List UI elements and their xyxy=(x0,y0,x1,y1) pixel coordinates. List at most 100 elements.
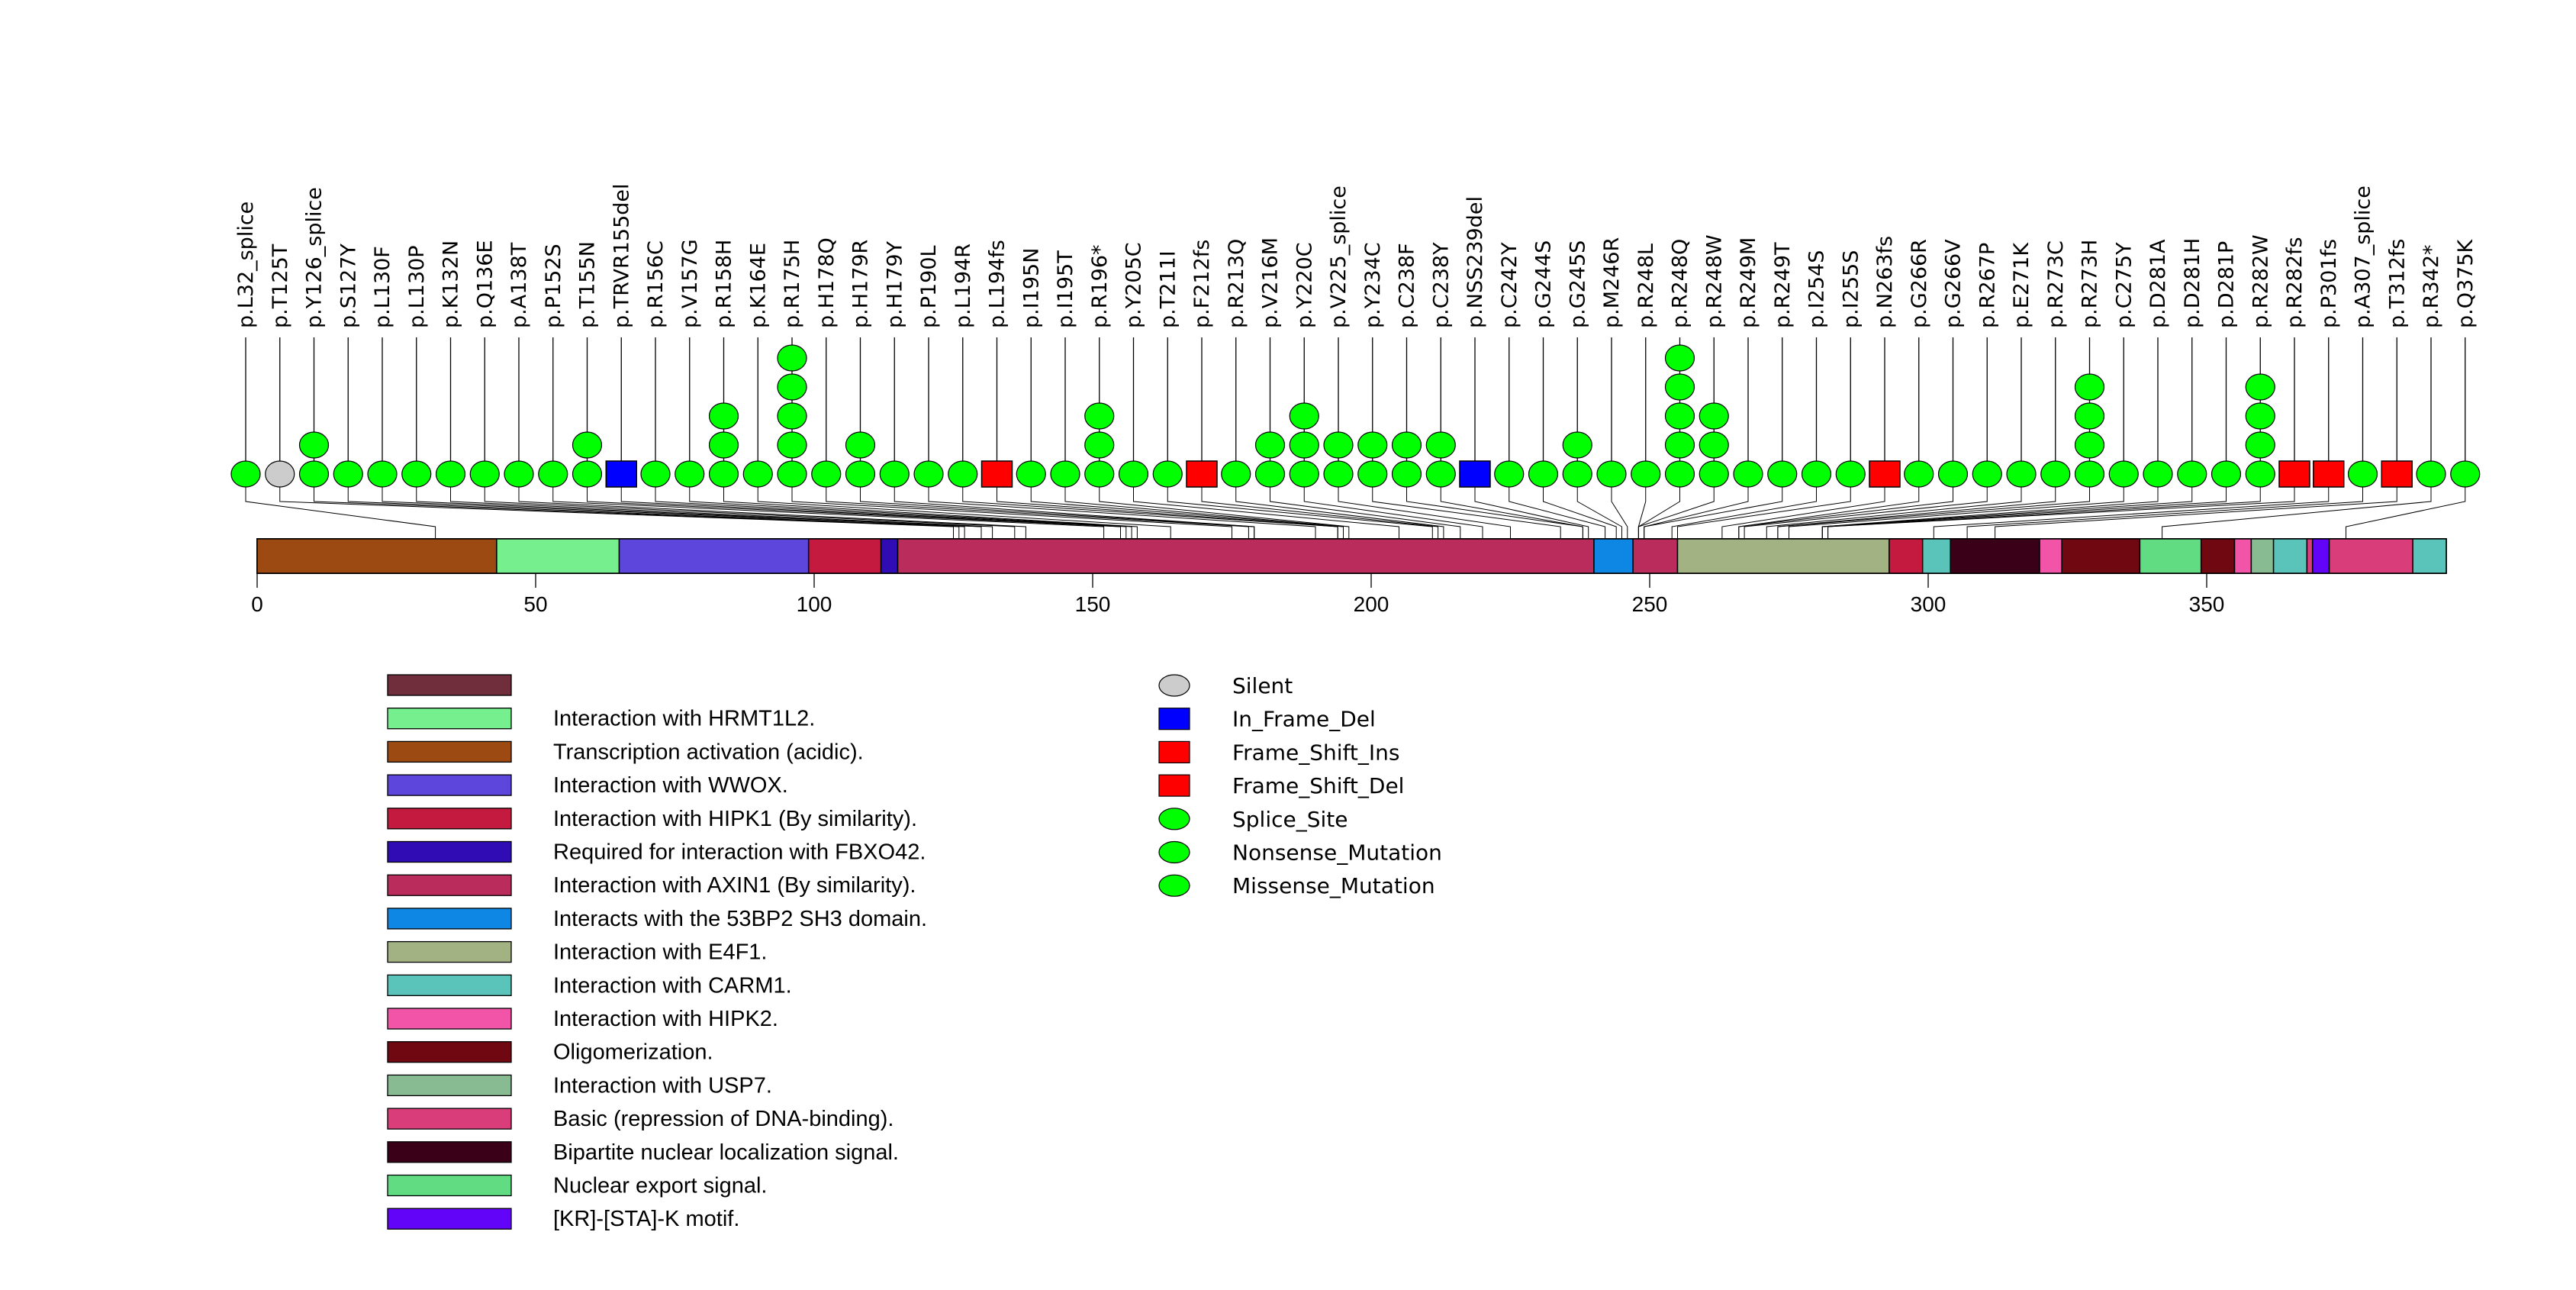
connector-line xyxy=(1235,487,1444,539)
connector-line xyxy=(279,487,954,539)
mutation-marker xyxy=(708,460,739,488)
mutation-label: p.R213Q xyxy=(1225,239,1248,328)
mutation-marker xyxy=(1664,402,1695,430)
domain-segment xyxy=(2250,538,2275,574)
mutation-marker xyxy=(572,460,603,488)
legend-label: Nuclear export signal. xyxy=(553,1174,767,1198)
mutation-label: p.Y234C xyxy=(1361,242,1385,328)
mutation-marker xyxy=(777,431,807,459)
mutation-marker xyxy=(1357,431,1388,459)
domain-segment xyxy=(2311,538,2330,574)
mutation-marker xyxy=(2211,460,2242,488)
legend-label: Transcription activation (acidic). xyxy=(553,740,864,764)
connector-line xyxy=(1270,487,1461,539)
legend-swatch xyxy=(387,708,512,730)
connector-line xyxy=(1766,487,2022,539)
mutation-label: p.C242Y xyxy=(1498,242,1521,328)
mutation-marker xyxy=(2245,460,2275,488)
protein-bar xyxy=(256,538,2447,574)
connector-line xyxy=(1201,487,1439,539)
legend-swatch xyxy=(387,1041,512,1063)
mutation-label: p.R342* xyxy=(2420,244,2443,328)
legend-marker xyxy=(1158,808,1190,830)
x-tick-label: 100 xyxy=(797,592,832,616)
mutation-marker xyxy=(708,402,739,430)
mutation-marker xyxy=(605,460,637,488)
connector-line xyxy=(484,487,1016,539)
legend-label: Interaction with WWOX. xyxy=(553,773,788,798)
mutation-label: p.H179R xyxy=(849,240,873,328)
mutation-marker xyxy=(1733,460,1763,488)
connector-lines xyxy=(245,487,2466,539)
legend-label: Frame_Shift_Ins xyxy=(1232,740,1399,765)
mutation-label: p.V216M xyxy=(1259,237,1283,328)
mutation-marker xyxy=(1699,402,1729,430)
legend-label: Interaction with HIPK1 (By similarity). xyxy=(553,807,917,831)
legend-marker xyxy=(1158,840,1190,864)
legend-label: Interaction with HRMT1L2. xyxy=(553,707,815,731)
connector-line xyxy=(450,487,993,539)
mutation-marker xyxy=(1391,431,1422,459)
mutation-marker xyxy=(2450,460,2481,488)
mutation-label: p.R249M xyxy=(1737,237,1760,328)
domain-segment xyxy=(618,538,810,574)
mutation-marker xyxy=(401,460,432,488)
connector-line xyxy=(1744,487,1988,539)
mutation-marker xyxy=(1835,460,1866,488)
domain-segment xyxy=(2306,538,2314,574)
mutation-marker xyxy=(2108,460,2139,488)
mutation-marker xyxy=(1699,431,1729,459)
connector-line xyxy=(1789,487,2124,539)
connector-line xyxy=(347,487,965,539)
mutation-marker xyxy=(1699,460,1729,488)
legend-swatch xyxy=(387,840,512,863)
legend-label: Basic (repression of DNA-binding). xyxy=(553,1107,894,1131)
connector-line xyxy=(1474,487,1589,539)
mutation-marker xyxy=(948,460,978,488)
connector-line xyxy=(1099,487,1350,539)
connector-line xyxy=(1777,487,2056,539)
mutation-marker xyxy=(2278,460,2310,488)
legend-label: Interaction with AXIN1 (By similarity). xyxy=(553,873,916,898)
connector-line xyxy=(1576,487,1622,539)
mutation-marker xyxy=(1664,373,1695,401)
connector-line xyxy=(1933,487,2330,539)
mutation-label: p.P152S xyxy=(542,243,565,328)
mutation-label: p.R282W xyxy=(2249,234,2272,328)
connector-line xyxy=(416,487,982,539)
domain-segment xyxy=(2139,538,2202,574)
x-tick-label: 150 xyxy=(1075,592,1111,616)
mutation-marker xyxy=(2040,460,2071,488)
connector-line xyxy=(1372,487,1561,539)
connector-line xyxy=(1440,487,1583,539)
connector-line xyxy=(1637,487,1647,539)
connector-line xyxy=(1133,487,1399,539)
mutation-label: p.T125T xyxy=(269,243,292,328)
mutation-marker xyxy=(1596,460,1627,488)
domain-segment xyxy=(1632,538,1679,574)
x-tick-label: 0 xyxy=(251,592,263,616)
mutation-label: p.NSS239del xyxy=(1463,196,1487,328)
x-tick-label: 350 xyxy=(2189,592,2225,616)
mutation-label: p.L130F xyxy=(371,246,394,328)
connector-line xyxy=(1509,487,1606,539)
connector-line xyxy=(1637,487,1715,539)
mutation-marker xyxy=(879,460,910,488)
mutation-label: p.C275Y xyxy=(2112,242,2136,328)
connector-line xyxy=(1338,487,1511,539)
mutation-marker xyxy=(367,460,398,488)
mutation-label: p.G266V xyxy=(1942,239,1966,328)
connector-line xyxy=(1064,487,1344,539)
connector-line xyxy=(1777,487,2090,539)
domain-segment xyxy=(1921,538,1951,574)
mutation-label: p.E271K xyxy=(2010,242,2033,328)
legend-swatch xyxy=(387,974,512,996)
domain-segment xyxy=(256,538,497,574)
legend-marker xyxy=(1158,674,1190,697)
mutation-marker xyxy=(1562,460,1592,488)
legend-swatch xyxy=(387,774,512,796)
connector-line xyxy=(552,487,1105,539)
connector-line xyxy=(1644,487,1783,539)
mutation-label: p.R282fs xyxy=(2283,237,2307,328)
mutation-label: p.S127Y xyxy=(336,243,360,328)
